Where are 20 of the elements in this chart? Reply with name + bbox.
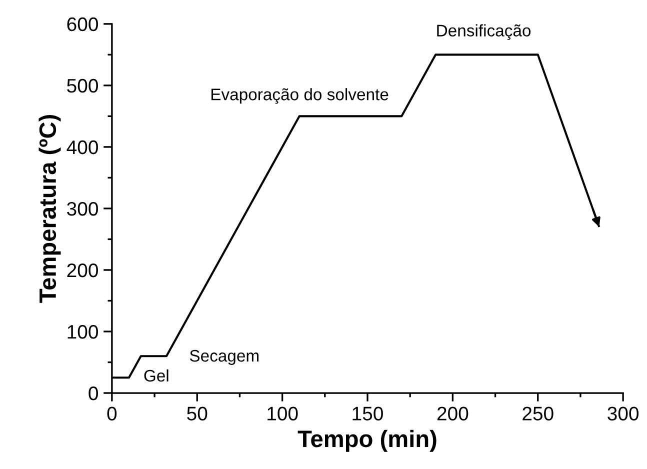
annotation: Densificação: [437, 24, 531, 40]
y-tick-label: 400: [66, 140, 98, 154]
x-tick-label: 200: [437, 406, 468, 420]
y-tick-label: 500: [67, 78, 98, 93]
y-tick-label: 0: [88, 386, 98, 400]
x-tick-label: 0: [107, 406, 117, 420]
annotation: Secagem: [190, 350, 258, 365]
x-axis-title: Tempo (min): [298, 430, 436, 452]
y-tick-label: 600: [67, 17, 98, 32]
y-tick-label: 300: [67, 202, 98, 216]
x-tick-label: 250: [522, 406, 554, 420]
y-tick-label: 200: [67, 263, 98, 278]
x-tick-label: 100: [268, 406, 298, 420]
x-tick-label: 150: [352, 406, 383, 420]
x-tick-label: 300: [608, 406, 639, 420]
y-tick-label: 100: [68, 324, 98, 339]
y-axis-title: Temperatura (ºC): [38, 115, 61, 303]
x-tick-label: 50: [187, 406, 208, 420]
annotation: Gel: [144, 369, 168, 382]
annotation: Evaporação do solvente: [211, 88, 388, 104]
